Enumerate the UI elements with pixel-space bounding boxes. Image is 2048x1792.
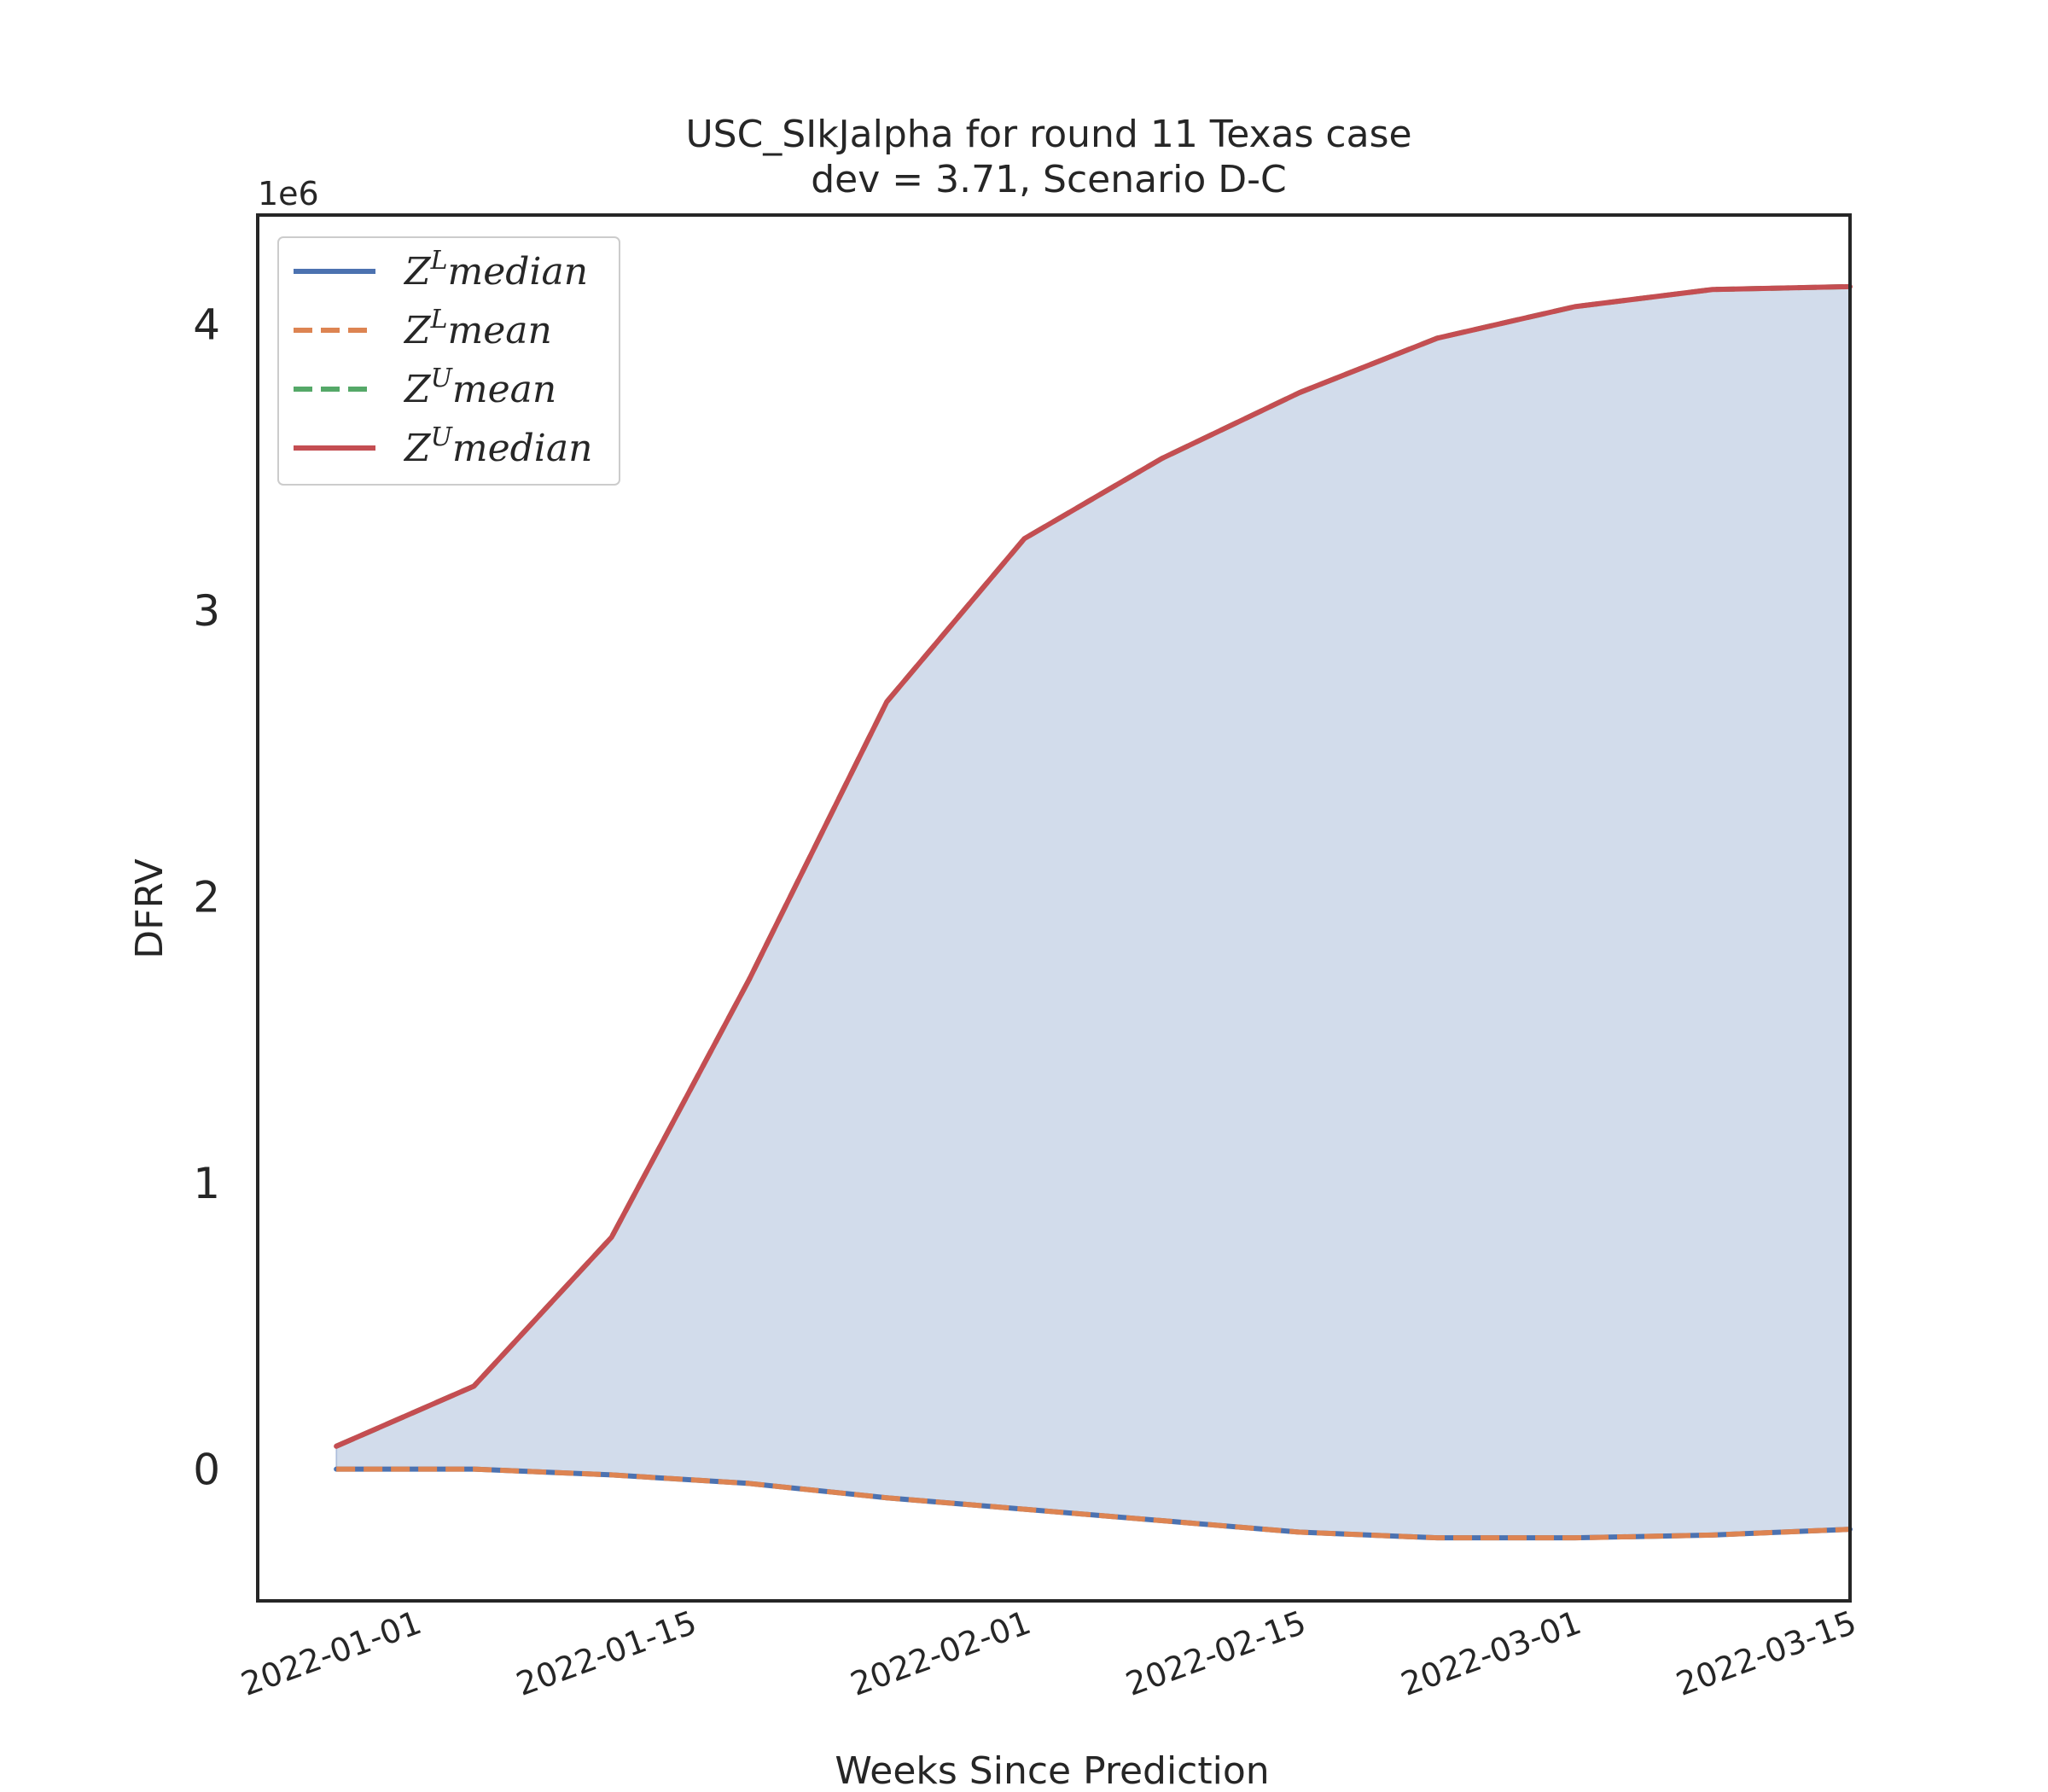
y-offset-label: 1e6 <box>258 175 319 212</box>
legend-label-3: ZUmedian <box>403 422 592 470</box>
legend-box <box>277 236 620 486</box>
x-tick-labels: 2022-01-01 2022-01-15 2022-02-01 2022-02-15… <box>236 1603 1861 1703</box>
y-tick-label-3: 3 <box>193 586 220 636</box>
y-tick-label-1: 1 <box>193 1159 220 1208</box>
legend-label-2: ZUmean <box>403 364 556 411</box>
axes-frame <box>256 213 1852 1603</box>
x-tick-label-3: 2022-02-15 <box>1120 1603 1311 1703</box>
x-tick-label-4: 2022-03-01 <box>1396 1603 1586 1703</box>
series-line-3 <box>334 283 1853 1449</box>
y-tick-label-0: 0 <box>193 1446 220 1495</box>
x-tick-label-0: 2022-01-01 <box>236 1603 427 1703</box>
legend-label-1: ZLmean <box>403 305 552 352</box>
y-tick-label-4: 4 <box>193 300 220 350</box>
series-line-1 <box>336 1466 1851 1541</box>
x-tick-label-5: 2022-03-15 <box>1672 1603 1862 1703</box>
chart-title-line2: dev = 3.71, Scenario D-C <box>811 158 1287 201</box>
legend-label-0: ZLmedian <box>403 246 588 294</box>
x-axis-label: Weeks Since Prediction <box>835 1749 1269 1792</box>
y-tick-labels: 0 1 2 3 4 <box>193 300 220 1495</box>
legend: ZLmedian ZLmean ZUmean ZUmedian <box>277 236 620 486</box>
x-tick-label-2: 2022-02-01 <box>846 1603 1036 1703</box>
y-tick-label-2: 2 <box>193 873 220 922</box>
x-tick-label-1: 2022-01-15 <box>511 1603 701 1703</box>
y-axis-label: DFRV <box>128 858 172 958</box>
plot-area <box>334 283 1853 1541</box>
chart-title-line1: USC_SIkJalpha for round 11 Texas case <box>685 113 1411 156</box>
